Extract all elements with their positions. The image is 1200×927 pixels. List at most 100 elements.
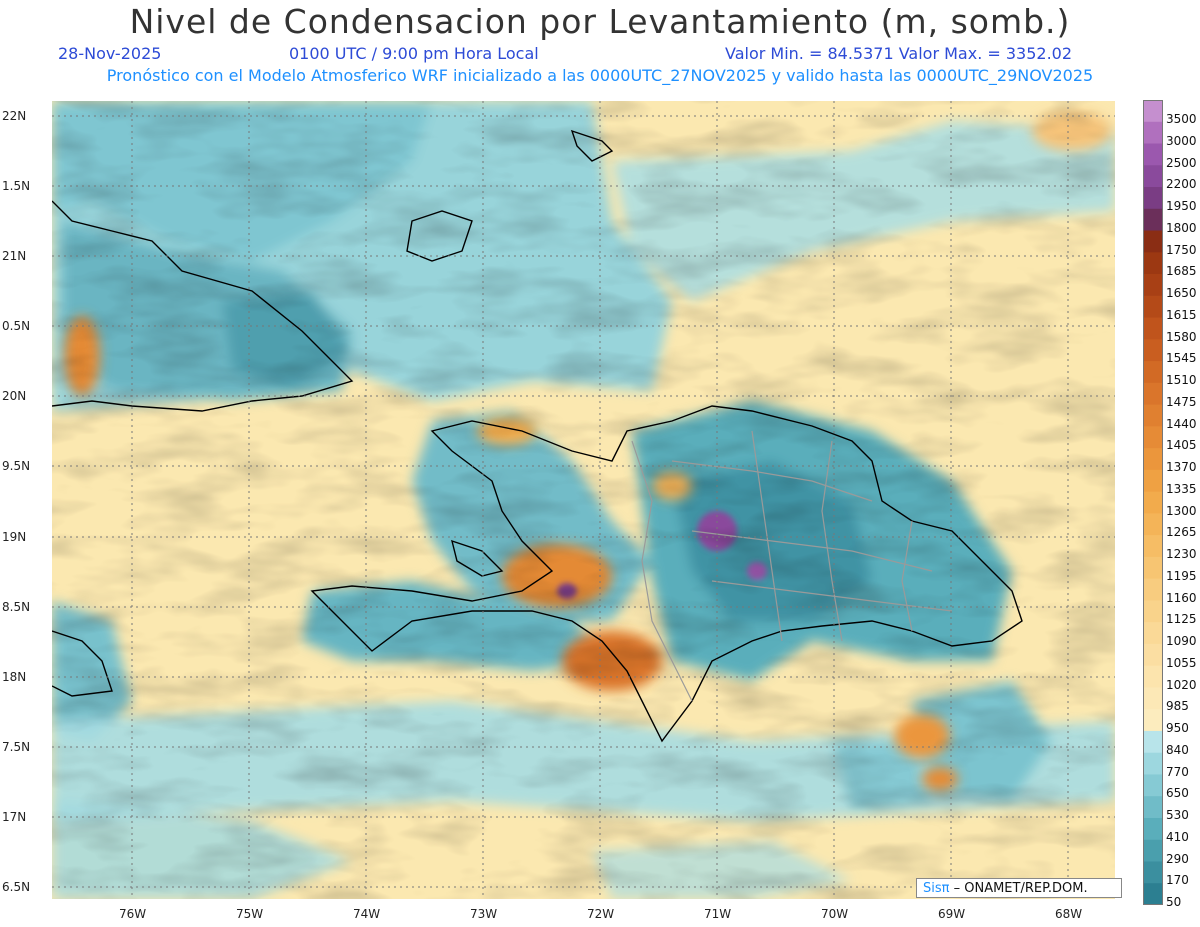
min-max-values: Valor Min. = 84.5371 Valor Max. = 3352.0… — [725, 44, 1073, 63]
colorbar-label: 1650 — [1166, 286, 1197, 301]
lon-label: 68W — [1055, 907, 1083, 921]
colorbar-swatch — [1143, 578, 1163, 601]
colorbar-label: 2500 — [1166, 155, 1197, 170]
lon-label: 70W — [821, 907, 849, 921]
lon-label: 72W — [587, 907, 615, 921]
colorbar — [1143, 100, 1163, 905]
colorbar-label: 1195 — [1166, 568, 1197, 583]
colorbar-label: 2200 — [1166, 177, 1197, 192]
forecast-date: 28-Nov-2025 — [58, 44, 162, 63]
lon-label: 76W — [119, 907, 147, 921]
colorbar-swatch — [1143, 643, 1163, 667]
colorbar-label: 1265 — [1166, 525, 1197, 540]
colorbar-label: 985 — [1166, 699, 1189, 714]
colorbar-label: 950 — [1166, 721, 1189, 736]
colorbar-swatch — [1143, 361, 1163, 384]
lat-label: 9.5N — [2, 459, 31, 473]
colorbar-swatch — [1143, 469, 1163, 493]
colorbar-swatch — [1143, 513, 1163, 536]
colorbar-swatch — [1143, 100, 1163, 123]
map-panel — [52, 101, 1115, 899]
lon-label: 73W — [470, 907, 498, 921]
coastlines — [52, 129, 1023, 743]
colorbar-swatch — [1143, 165, 1163, 188]
colorbar-swatch — [1143, 187, 1163, 210]
colorbar-swatch — [1143, 752, 1163, 775]
colorbar-label: 290 — [1166, 851, 1189, 866]
forecast-time: 0100 UTC / 9:00 pm Hora Local — [289, 44, 539, 63]
colorbar-swatch — [1143, 491, 1163, 514]
colorbar-swatch — [1143, 861, 1163, 884]
colorbar-label: 1230 — [1166, 547, 1197, 562]
lat-label: 21N — [2, 249, 27, 263]
colorbar-swatch — [1143, 796, 1163, 819]
colorbar-swatch — [1143, 730, 1163, 754]
colorbar-swatch — [1143, 426, 1163, 449]
colorbar-swatch — [1143, 883, 1163, 905]
colorbar-swatch — [1143, 143, 1163, 166]
colorbar-swatch — [1143, 382, 1163, 406]
credit-brand: Sisπ — [923, 881, 950, 896]
colorbar-label: 840 — [1166, 742, 1189, 757]
colorbar-label: 1300 — [1166, 503, 1197, 518]
colorbar-label: 410 — [1166, 829, 1189, 844]
lat-label: 22N — [2, 109, 27, 123]
colorbar-swatch — [1143, 404, 1163, 427]
colorbar-label: 1125 — [1166, 612, 1197, 627]
colorbar-label: 770 — [1166, 764, 1189, 779]
lon-label: 71W — [704, 907, 732, 921]
colorbar-swatch — [1143, 448, 1163, 471]
colorbar-label: 1800 — [1166, 220, 1197, 235]
colorbar-label: 530 — [1166, 808, 1189, 823]
credit-box: Sisπ – ONAMET/REP.DOM. — [916, 878, 1122, 898]
lat-label: 1.5N — [2, 179, 31, 193]
colorbar-label: 1580 — [1166, 329, 1197, 344]
colorbar-swatch — [1143, 687, 1163, 710]
lat-label: 19N — [2, 530, 27, 544]
graticule — [52, 101, 1115, 899]
colorbar-swatch — [1143, 817, 1163, 841]
colorbar-label: 1405 — [1166, 438, 1197, 453]
colorbar-label: 3500 — [1166, 112, 1197, 126]
lon-label: 69W — [938, 907, 966, 921]
colorbar-label: 1750 — [1166, 242, 1197, 257]
colorbar-label: 1475 — [1166, 394, 1197, 409]
colorbar-label: 1090 — [1166, 634, 1197, 649]
lat-label: 6.5N — [2, 880, 31, 894]
colorbar-swatch — [1143, 600, 1163, 623]
model-subtitle: Pronóstico con el Modelo Atmosferico WRF… — [106, 66, 1094, 85]
colorbar-swatch — [1143, 839, 1163, 862]
lat-label: 7.5N — [2, 740, 31, 754]
lat-label: 0.5N — [2, 319, 31, 333]
colorbar-label: 1335 — [1166, 481, 1197, 496]
colorbar-swatch — [1143, 622, 1163, 645]
colorbar-swatch — [1143, 709, 1163, 732]
colorbar-swatch — [1143, 339, 1163, 362]
colorbar-label: 1440 — [1166, 416, 1197, 431]
colorbar-swatch — [1143, 535, 1163, 558]
colorbar-label: 1160 — [1166, 590, 1197, 605]
colorbar-label: 1370 — [1166, 460, 1197, 475]
colorbar-swatch — [1143, 121, 1163, 145]
lon-label: 74W — [353, 907, 381, 921]
colorbar-label: 3000 — [1166, 133, 1197, 148]
colorbar-label: 170 — [1166, 873, 1189, 888]
colorbar-swatch — [1143, 208, 1163, 232]
colorbar-label: 1685 — [1166, 264, 1197, 279]
lat-label: 8.5N — [2, 600, 31, 614]
lat-label: 18N — [2, 670, 27, 684]
colorbar-outline — [1143, 100, 1163, 905]
colorbar-label: 1055 — [1166, 655, 1197, 670]
colorbar-label: 1545 — [1166, 351, 1197, 366]
colorbar-swatch — [1143, 230, 1163, 253]
colorbar-label: 650 — [1166, 786, 1189, 801]
colorbar-swatch — [1143, 665, 1163, 688]
province-borders — [631, 430, 953, 702]
colorbar-label: 1020 — [1166, 677, 1197, 692]
colorbar-label: 1615 — [1166, 307, 1197, 322]
colorbar-swatch — [1143, 252, 1163, 275]
lat-label: 17N — [2, 810, 27, 824]
chart-title: Nivel de Condensacion por Levantamiento … — [129, 2, 1071, 41]
lat-label: 20N — [2, 389, 27, 403]
colorbar-label: 50 — [1166, 895, 1182, 910]
